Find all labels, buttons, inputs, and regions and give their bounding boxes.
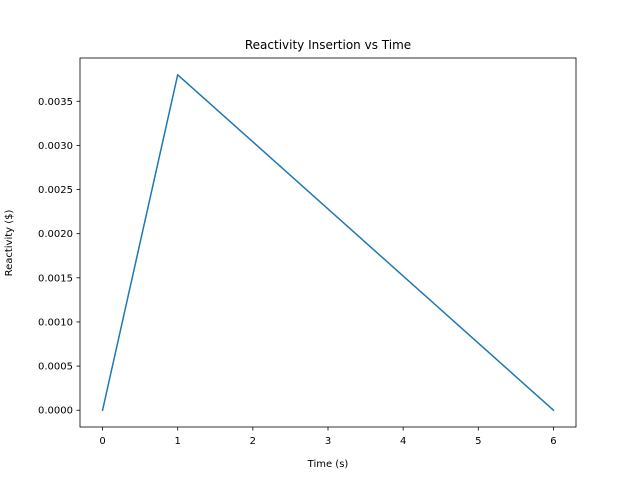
y-tick-label: 0.0005 [38, 362, 73, 373]
y-tick-label: 0.0020 [38, 229, 73, 240]
y-axis-label: Reactivity ($) [4, 209, 15, 276]
data-line-series-0 [101, 74, 555, 412]
y-axis: 0.0000 0.0005 0.0010 0.0015 0.0020 0.0025 0.00… [38, 97, 80, 417]
y-tick-label: 0.0015 [38, 273, 73, 284]
x-tick-label: 6 [550, 436, 556, 447]
x-axis: 0 1 2 3 4 5 6 [99, 427, 557, 447]
y-tick-label: 0.0025 [38, 185, 73, 196]
x-tick-label: 1 [175, 436, 181, 447]
x-tick-label: 4 [400, 436, 406, 447]
y-tick-label: 0.0010 [38, 317, 73, 328]
x-tick-label: 5 [475, 436, 481, 447]
x-tick-label: 3 [325, 436, 331, 447]
x-tick-label: 0 [99, 436, 105, 447]
y-tick-label: 0.0030 [38, 141, 73, 152]
y-tick-label: 0.0035 [38, 97, 73, 108]
x-axis-label: Time (s) [307, 459, 349, 470]
chart-title: Reactivity Insertion vs Time [245, 38, 411, 52]
y-tick-label: 0.0000 [38, 406, 73, 417]
x-tick-label: 2 [250, 436, 256, 447]
